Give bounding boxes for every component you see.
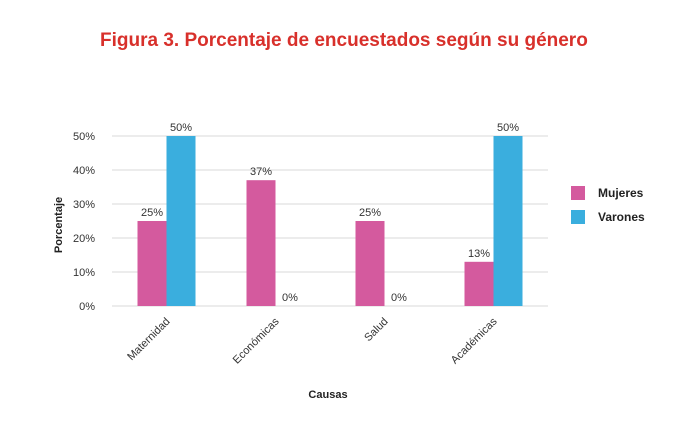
y-axis-title: Porcentaje	[53, 197, 65, 253]
bars	[137, 136, 523, 306]
legend-label-varones: Varones	[598, 210, 645, 224]
x-axis-title: Causas	[308, 389, 347, 401]
y-tick-label: 20%	[73, 233, 95, 245]
bar-varones-3	[493, 136, 523, 306]
value-label: 50%	[497, 122, 519, 134]
legend-label-mujeres: Mujeres	[598, 186, 644, 200]
y-tick-label: 10%	[73, 267, 95, 279]
y-tick-label: 40%	[73, 165, 95, 177]
legend-swatch-mujeres	[571, 186, 585, 200]
legend-swatch-varones	[571, 210, 585, 224]
bar-mujeres-0	[137, 221, 167, 306]
y-tick-label: 0%	[79, 301, 95, 313]
chart-title: Figura 3. Porcentaje de encuestados segú…	[100, 30, 588, 51]
value-labels: 25% 50% 37% 0% 25% 0% 13% 50%	[141, 122, 519, 304]
y-tick-label: 30%	[73, 199, 95, 211]
x-tick-label: Económicas	[231, 315, 282, 366]
bar-mujeres-2	[355, 221, 385, 306]
bar-varones-0	[166, 136, 196, 306]
value-label: 0%	[282, 292, 298, 304]
value-label: 37%	[250, 166, 272, 178]
y-tick-label: 50%	[73, 131, 95, 143]
x-axis-categories: Maternidad Económicas Salud Académicas	[125, 315, 500, 366]
bar-mujeres-3	[464, 261, 494, 306]
x-tick-label: Académicas	[449, 315, 500, 366]
x-tick-label: Salud	[362, 316, 390, 344]
y-axis-ticks: 0% 10% 20% 30% 40% 50%	[73, 131, 95, 313]
value-label: 13%	[468, 248, 490, 260]
bar-mujeres-1	[246, 180, 276, 306]
legend: Mujeres Varones	[571, 186, 645, 224]
x-tick-label: Maternidad	[125, 316, 172, 363]
value-label: 0%	[391, 292, 407, 304]
value-label: 25%	[359, 207, 381, 219]
value-label: 50%	[170, 122, 192, 134]
value-label: 25%	[141, 207, 163, 219]
